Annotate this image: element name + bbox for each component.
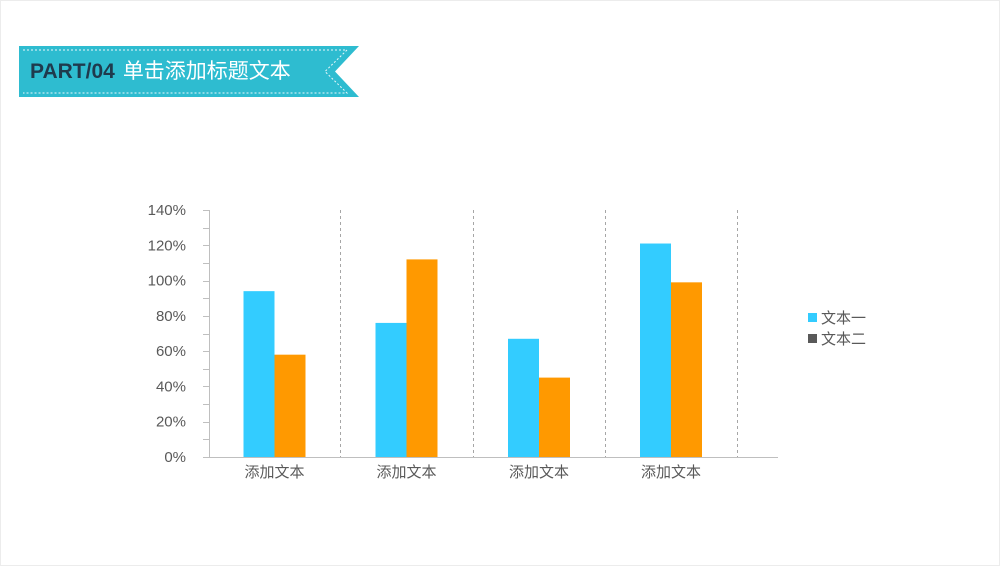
- page-title: 单击添加标题文本: [122, 60, 291, 83]
- bar-series1: [640, 243, 671, 457]
- x-tick-label: 添加文本: [376, 464, 436, 481]
- y-tick-label: 0%: [164, 449, 186, 466]
- bar-series2: [671, 282, 702, 457]
- bar-series1: [375, 322, 407, 457]
- y-tick-label: 20%: [156, 414, 186, 431]
- legend-swatch-series1: [808, 313, 817, 322]
- x-tick-label: 添加文本: [641, 464, 701, 481]
- y-tick-label: 40%: [156, 378, 186, 395]
- legend-item-series2: 文本二: [808, 328, 866, 349]
- bar-series2: [274, 354, 306, 457]
- y-tick-label: 60%: [156, 343, 186, 360]
- bar-series2: [539, 377, 570, 457]
- x-tick-label: 添加文本: [509, 464, 569, 481]
- bar-series1: [508, 338, 539, 457]
- y-tick-label: 80%: [156, 308, 186, 325]
- banner-text: PART/04 单击添加标题文本: [30, 58, 291, 86]
- chart-legend: 文本一 文本二: [808, 307, 866, 349]
- title-banner: [19, 46, 359, 97]
- part-label: PART/04: [30, 60, 115, 83]
- y-tick-label: 100%: [148, 273, 186, 290]
- y-tick-label: 120%: [148, 237, 186, 254]
- legend-label-series1: 文本一: [821, 310, 867, 327]
- bar-series1: [243, 291, 275, 457]
- y-tick-label: 140%: [148, 202, 186, 219]
- bar-series2: [406, 259, 438, 457]
- legend-label-series2: 文本二: [821, 331, 867, 348]
- legend-item-series1: 文本一: [808, 307, 866, 328]
- x-tick-label: 添加文本: [244, 464, 304, 481]
- legend-swatch-series2: [808, 334, 817, 343]
